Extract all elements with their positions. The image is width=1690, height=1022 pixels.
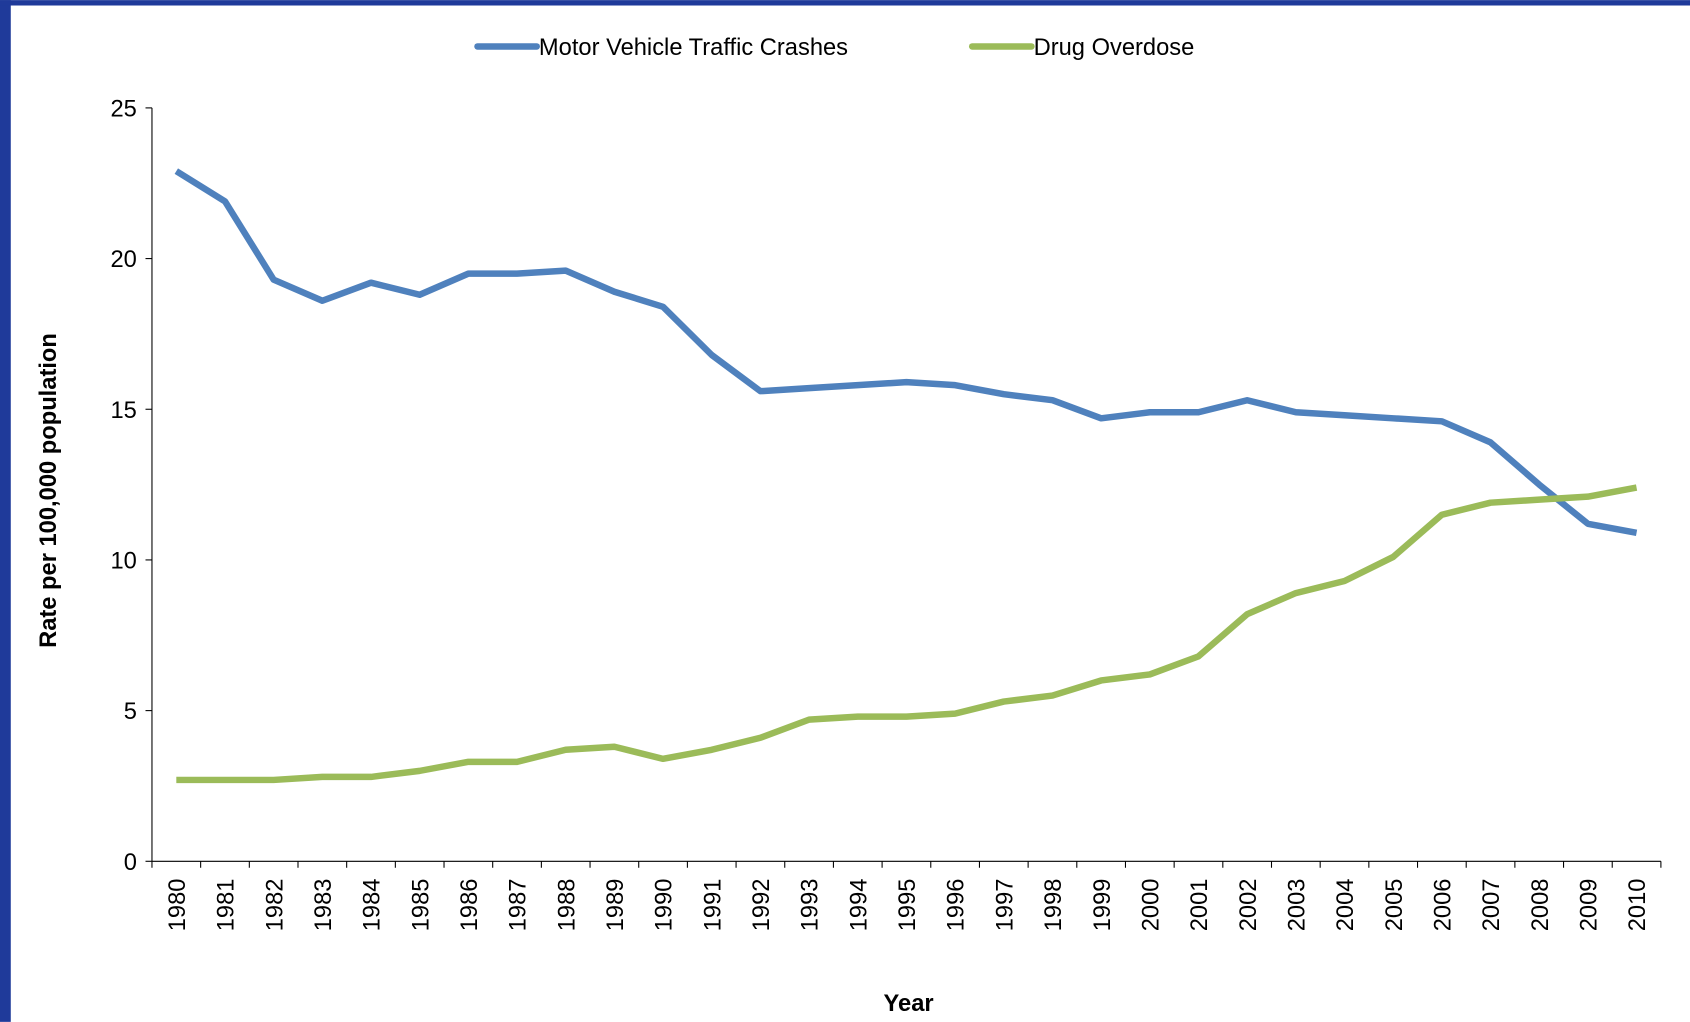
x-tick-label: 1988 xyxy=(554,879,580,932)
x-tick-label: 1987 xyxy=(506,879,532,932)
y-tick-label: 5 xyxy=(124,699,137,725)
x-tick-label: 1983 xyxy=(311,879,337,932)
x-tick-label: 2005 xyxy=(1382,879,1408,932)
x-tick-label: 2000 xyxy=(1138,879,1164,932)
frame-left xyxy=(0,0,11,1022)
x-tick-label: 2002 xyxy=(1236,879,1262,932)
y-tick-label: 0 xyxy=(124,850,137,876)
x-tick-label: 1994 xyxy=(846,879,872,932)
x-tick-label: 2003 xyxy=(1284,879,1310,932)
x-tick-label: 1999 xyxy=(1090,879,1116,932)
x-tick-label: 1997 xyxy=(992,879,1018,932)
x-tick-label: 1986 xyxy=(457,879,483,932)
frame-top xyxy=(0,0,1690,6)
x-tick-label: 1985 xyxy=(408,879,434,932)
legend-label: Motor Vehicle Traffic Crashes xyxy=(539,35,848,61)
x-tick-label: 1995 xyxy=(895,879,921,932)
x-tick-label: 1996 xyxy=(944,879,970,932)
x-tick-label: 2006 xyxy=(1430,879,1456,932)
y-tick-label: 15 xyxy=(111,398,137,424)
y-tick-label: 25 xyxy=(111,97,137,123)
data-line xyxy=(174,168,1638,536)
x-tick-label: 1984 xyxy=(360,879,386,932)
x-axis-label: Year xyxy=(884,991,934,1017)
x-tick-label: 1982 xyxy=(262,879,288,932)
y-tick-label: 10 xyxy=(111,549,137,575)
x-tick-label: 1980 xyxy=(165,879,191,932)
x-tick-label: 1991 xyxy=(700,879,726,932)
x-tick-label: 2004 xyxy=(1333,879,1359,932)
data-line xyxy=(176,484,1638,784)
x-tick-label: 1981 xyxy=(214,879,240,932)
x-tick-label: 2007 xyxy=(1479,879,1505,932)
x-tick-label: 2009 xyxy=(1577,879,1603,932)
x-tick-label: 1992 xyxy=(749,879,775,932)
x-tick-label: 2010 xyxy=(1625,879,1651,932)
legend-label: Drug Overdose xyxy=(1034,35,1195,61)
x-tick-label: 1989 xyxy=(603,879,629,932)
y-tick-label: 20 xyxy=(111,247,137,273)
x-tick-label: 1993 xyxy=(798,879,824,932)
y-axis-label: Rate per 100,000 population xyxy=(36,333,62,648)
x-tick-label: 2001 xyxy=(1187,879,1213,932)
x-tick-label: 1998 xyxy=(1041,879,1067,932)
x-tick-label: 1990 xyxy=(652,879,678,932)
x-tick-label: 2008 xyxy=(1528,879,1554,932)
